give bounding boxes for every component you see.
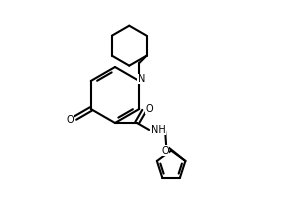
Text: O: O <box>145 104 153 114</box>
Text: O: O <box>66 115 74 125</box>
Text: N: N <box>138 74 145 84</box>
Text: O: O <box>161 146 169 156</box>
Text: NH: NH <box>151 125 166 135</box>
